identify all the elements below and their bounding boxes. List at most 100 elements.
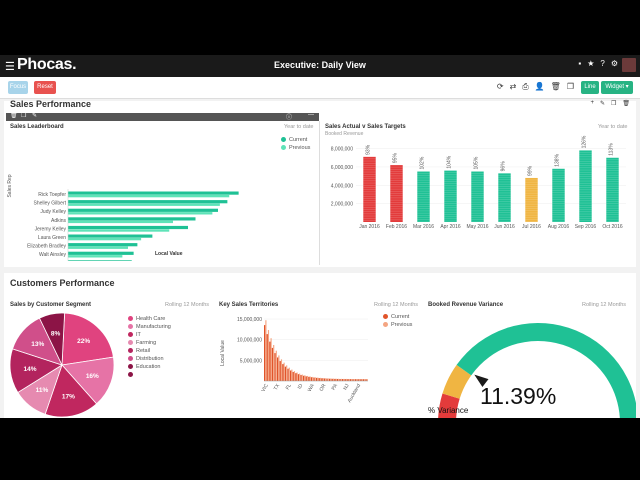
- leaderboard-bar-previous: [68, 203, 220, 206]
- territories-bar-current: [362, 379, 365, 381]
- copy-section-icon[interactable]: ❐: [610, 101, 617, 107]
- territories-category-label: FL: [285, 383, 293, 391]
- territories-bar-previous: [351, 378, 353, 381]
- widget-button[interactable]: Widget ▾: [601, 81, 633, 94]
- territories-bar-previous: [322, 378, 324, 381]
- territories-tick-label: 10,000,000: [237, 338, 262, 344]
- targets-bar: [390, 165, 403, 222]
- leaderboard-legend-previous: Previous: [281, 145, 310, 151]
- targets-category-label: Jul 2016: [522, 224, 541, 230]
- territories-bar-current: [305, 376, 307, 381]
- pie-slice: [61, 312, 114, 366]
- territories-bar-current: [336, 378, 339, 381]
- targets-chart: 2,000,000 4,000,000 6,000,000 8,000,000 93% J…: [331, 135, 626, 230]
- territories-category-label: PA: [331, 382, 340, 391]
- user-icon[interactable]: 👤: [534, 82, 545, 91]
- segment-legend-item: Distribution: [128, 355, 171, 363]
- territories-bar-previous: [348, 378, 350, 381]
- leaderboard-bar-current: [68, 260, 132, 261]
- leaderboard-category-label: Shelley Gilbert: [33, 201, 66, 207]
- territories-bar-previous: [353, 379, 355, 381]
- territories-bar-current: [355, 379, 357, 381]
- targets-bar: [363, 156, 376, 222]
- user-avatar[interactable]: [622, 58, 636, 72]
- territories-bar-previous: [340, 378, 342, 381]
- leaderboard-category-label: Walt Ainsley: [39, 252, 67, 258]
- leaderboard-category-label: Adkins: [51, 218, 67, 224]
- pie-slice-label: 22%: [77, 338, 90, 345]
- targets-data-label: 96%: [501, 161, 507, 172]
- territories-bar-current: [365, 379, 367, 381]
- leaderboard-bar-previous: [68, 194, 230, 198]
- pie-slice-label: 17%: [62, 394, 75, 401]
- territories-bar-current: [297, 374, 300, 381]
- minimize-icon[interactable]: —: [308, 112, 314, 118]
- territories-category-label: NJ: [342, 383, 351, 392]
- star-icon[interactable]: ★: [587, 59, 595, 68]
- territories-bar-previous: [319, 377, 322, 381]
- gauge-band: [438, 393, 460, 418]
- share-icon[interactable]: ⇄: [509, 82, 517, 91]
- leaderboard-bar-previous: [68, 255, 123, 258]
- focus-button[interactable]: Focus: [8, 81, 28, 94]
- territories-bar-current: [274, 353, 276, 381]
- leaderboard-bar-previous: [68, 212, 213, 215]
- gauge-band: [456, 323, 636, 418]
- leaderboard-bar-previous: [68, 220, 173, 224]
- leaderboard-bar-current: [68, 251, 134, 255]
- pie-slice: [44, 364, 98, 418]
- territories-bar-current: [318, 378, 320, 381]
- copy-icon[interactable]: ❐: [566, 82, 574, 91]
- territories-bar-previous: [358, 379, 361, 381]
- territories-bar-previous: [343, 378, 345, 381]
- leaderboard-y-label: Sales Rep: [7, 174, 13, 197]
- targets-data-label: 105%: [474, 156, 480, 169]
- segment-legend: Health Care Manufacturing IT Farming Retail D…: [128, 315, 171, 379]
- territories-bar-previous: [330, 378, 332, 381]
- territories-category-label: OR: [319, 383, 328, 393]
- territories-bar-previous: [286, 365, 288, 381]
- sales-performance-title: Sales Performance: [10, 99, 92, 109]
- info-icon[interactable]: ⓘ: [286, 115, 293, 121]
- leaderboard-category-label: Judy Kelley: [40, 209, 66, 215]
- territories-bar-previous: [267, 330, 270, 381]
- territories-bar-previous: [270, 338, 272, 381]
- targets-tick-label: 6,000,000: [331, 165, 353, 171]
- targets-data-label: 102%: [420, 156, 426, 169]
- territories-bar-current: [323, 378, 326, 381]
- help-icon[interactable]: ?: [600, 59, 605, 68]
- menu-icon[interactable]: ☰: [5, 61, 15, 73]
- delete-widget-icon[interactable]: 🗑: [10, 113, 18, 119]
- refresh-icon[interactable]: ⟳: [496, 82, 504, 91]
- territories-bar-previous: [361, 379, 363, 381]
- territories-bar-current: [313, 377, 315, 381]
- reset-button[interactable]: Reset: [34, 81, 56, 94]
- edit-widget-icon[interactable]: ✎: [32, 113, 38, 119]
- copy-widget-icon[interactable]: ❐: [21, 113, 27, 119]
- print-icon[interactable]: ⎙: [522, 82, 529, 91]
- segment-period: Rolling 12 Months: [165, 302, 210, 308]
- territories-bar-current: [284, 366, 287, 381]
- targets-tick-label: 4,000,000: [331, 183, 353, 189]
- territories-bar-current: [290, 370, 292, 381]
- territories-bar-previous: [325, 378, 327, 381]
- pie-slice-label: 8%: [51, 330, 61, 337]
- delete-section-icon[interactable]: 🗑: [622, 101, 630, 107]
- pie-slice: [38, 312, 66, 366]
- territories-bar-current: [339, 379, 341, 381]
- leaderboard-bar-previous: [68, 246, 128, 249]
- targets-category-label: Sep 2016: [575, 224, 597, 230]
- delete-icon[interactable]: 🗑: [550, 82, 561, 91]
- territories-bar-current: [329, 378, 331, 381]
- chat-icon[interactable]: ▪: [578, 59, 582, 68]
- line-button[interactable]: Line: [581, 81, 599, 94]
- territories-bar-current: [360, 379, 362, 381]
- edit-icon[interactable]: ✎: [599, 101, 605, 107]
- territories-bar-previous: [280, 359, 283, 381]
- targets-category-label: Feb 2016: [386, 224, 407, 230]
- territories-chart: Local Value 5,000,000 10,000,000 15,000,000…: [220, 317, 368, 404]
- add-icon[interactable]: +: [590, 100, 594, 106]
- settings-icon[interactable]: ⚙: [610, 59, 618, 68]
- territories-bar-current: [271, 347, 274, 381]
- territories-bar-current: [269, 341, 271, 381]
